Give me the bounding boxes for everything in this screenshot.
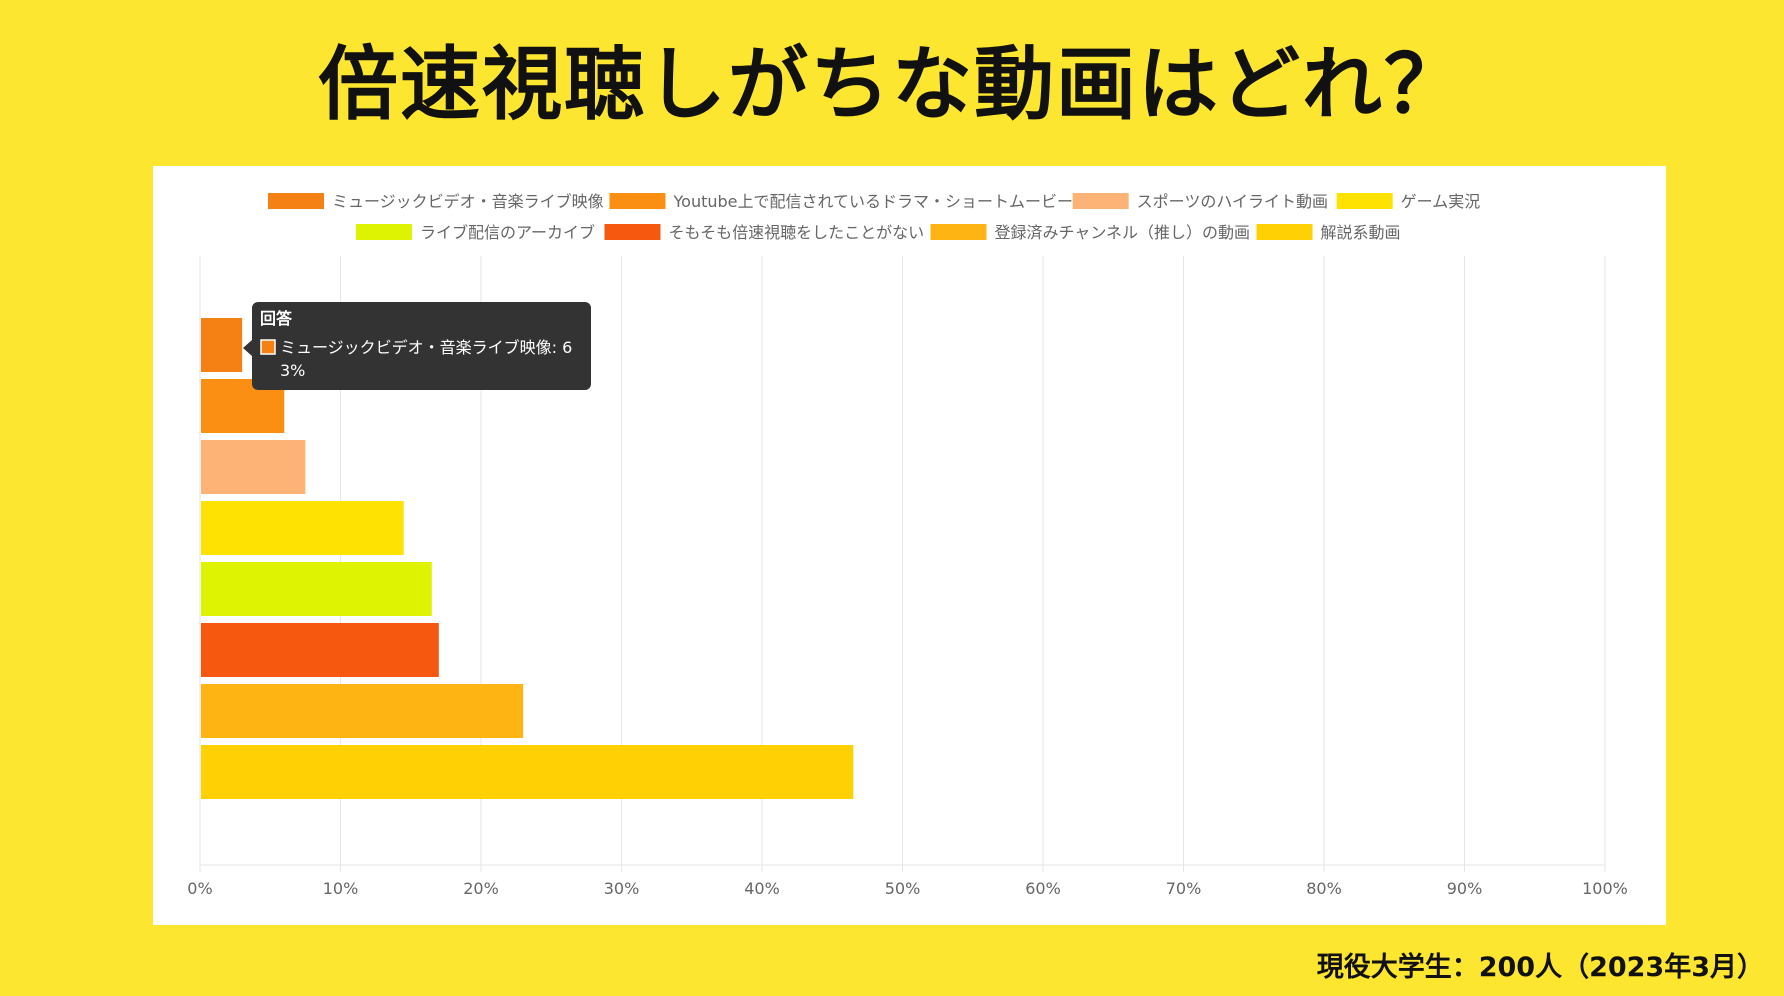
x-tick-label: 20% — [463, 879, 499, 898]
legend-label[interactable]: スポーツのハイライト動画 — [1137, 192, 1328, 211]
tooltip-caret — [243, 340, 252, 356]
x-tick-label: 60% — [1025, 879, 1061, 898]
tooltip-value-line1: ミュージックビデオ・音楽ライブ映像: 6 — [280, 338, 572, 357]
bar-chart[interactable]: ミュージックビデオ・音楽ライブ映像 Youtube上で配信されているドラマ・ショー… — [153, 166, 1666, 925]
bar[interactable] — [201, 440, 306, 494]
legend-label[interactable]: ゲーム実況 — [1401, 192, 1481, 211]
bar[interactable] — [201, 684, 524, 738]
x-tick-label: 10% — [323, 879, 359, 898]
chart-panel: ミュージックビデオ・音楽ライブ映像 Youtube上で配信されているドラマ・ショー… — [153, 166, 1666, 925]
x-tick-label: 90% — [1447, 879, 1483, 898]
x-tick-label: 70% — [1166, 879, 1202, 898]
tooltip-box — [252, 302, 591, 390]
x-tick-label: 100% — [1582, 879, 1628, 898]
bar[interactable] — [201, 745, 854, 799]
x-axis-ticks: 0% 10% 20% 30% 40% 50% 60% 70% 80% 90% 100% — [187, 879, 1628, 898]
x-tick-label: 40% — [744, 879, 780, 898]
legend-swatch[interactable] — [609, 193, 666, 209]
legend-swatch[interactable] — [604, 224, 661, 240]
x-tick-label: 0% — [187, 879, 212, 898]
legend[interactable]: ミュージックビデオ・音楽ライブ映像 Youtube上で配信されているドラマ・ショー… — [268, 192, 1480, 242]
tooltip-title: 回答 — [260, 309, 293, 328]
tooltip-value-line2: 3% — [280, 361, 305, 380]
legend-swatch[interactable] — [268, 193, 324, 209]
legend-swatch[interactable] — [356, 224, 412, 240]
legend-swatch[interactable] — [1072, 193, 1129, 209]
sample-note: 現役大学生：200人（2023年3月） — [1316, 952, 1764, 983]
legend-label[interactable]: そもそも倍速視聴をしたことがない — [669, 223, 925, 242]
x-tick-label: 80% — [1306, 879, 1342, 898]
bar[interactable] — [201, 318, 243, 372]
legend-label[interactable]: ライブ配信のアーカイブ — [420, 223, 595, 242]
bar[interactable] — [201, 501, 404, 555]
x-tick-label: 50% — [885, 879, 921, 898]
legend-label[interactable]: 解説系動画 — [1321, 223, 1401, 242]
legend-swatch[interactable] — [930, 224, 987, 240]
bars[interactable] — [201, 318, 854, 799]
legend-swatch[interactable] — [1336, 193, 1393, 209]
page-title: 倍速視聴しがちな動画はどれ？ — [318, 38, 1466, 131]
bar[interactable] — [201, 562, 432, 616]
x-tick-label: 30% — [604, 879, 640, 898]
bar[interactable] — [201, 623, 439, 677]
legend-swatch[interactable] — [1256, 224, 1313, 240]
legend-label[interactable]: Youtube上で配信されているドラマ・ショートムービー — [673, 192, 1074, 211]
legend-label[interactable]: ミュージックビデオ・音楽ライブ映像 — [332, 192, 604, 211]
legend-label[interactable]: 登録済みチャンネル（推し）の動画 — [995, 223, 1251, 242]
tooltip-swatch — [260, 339, 276, 355]
